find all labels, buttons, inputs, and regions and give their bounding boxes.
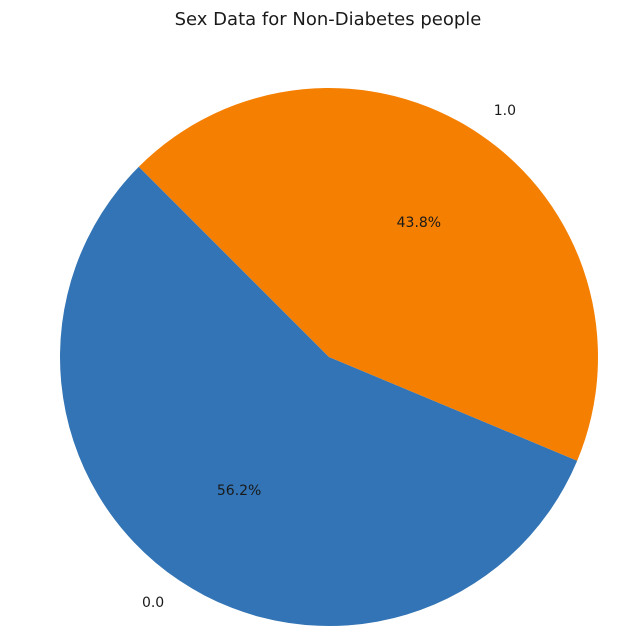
- pie-percent-label: 56.2%: [217, 483, 261, 499]
- pie-category-labels: 0.0 1.0: [142, 103, 516, 611]
- pie-percent-labels: 56.2% 43.8%: [217, 215, 441, 499]
- pie-category-label: 1.0: [494, 103, 516, 119]
- pie-slice-0-0: [60, 166, 578, 627]
- pie-slice-1-0: [138, 88, 598, 461]
- pie-slices: [60, 88, 598, 627]
- pie-category-label: 0.0: [142, 595, 164, 611]
- pie-percent-label: 43.8%: [397, 215, 441, 231]
- chart-title: Sex Data for Non-Diabetes people: [175, 9, 482, 30]
